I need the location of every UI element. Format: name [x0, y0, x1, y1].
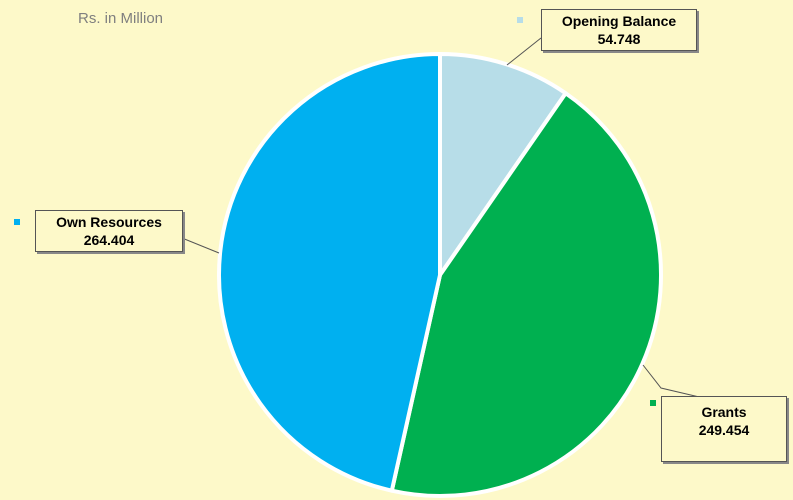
legend-marker-own-resources [14, 219, 20, 225]
data-label-grants-name: Grants [701, 404, 747, 420]
pie-slices [217, 52, 663, 499]
data-label-own-resources: Own Resources 264.404 [35, 210, 183, 252]
chart-subtitle: Rs. in Million [78, 10, 164, 27]
leader-line-grants [642, 364, 713, 401]
data-label-grants: Grants 249.454 [661, 396, 787, 462]
legend-marker-opening-balance [517, 17, 523, 23]
legend-marker-grants [650, 400, 656, 406]
data-label-opening-balance: Opening Balance 54.748 [541, 9, 697, 51]
leader-line-opening-balance [506, 37, 542, 66]
data-label-grants-value: 249.454 [698, 422, 750, 438]
pie-slice-grants [389, 91, 663, 499]
data-label-opening-balance-value: 54.748 [597, 31, 641, 47]
pie-slice-opening-balance [438, 52, 568, 277]
leader-line-own-resources [181, 237, 220, 254]
data-label-opening-balance-name: Opening Balance [561, 13, 677, 29]
pie-slice-own-resources [217, 52, 442, 493]
data-label-own-resources-name: Own Resources [56, 214, 162, 230]
data-label-own-resources-value: 264.404 [83, 232, 135, 248]
